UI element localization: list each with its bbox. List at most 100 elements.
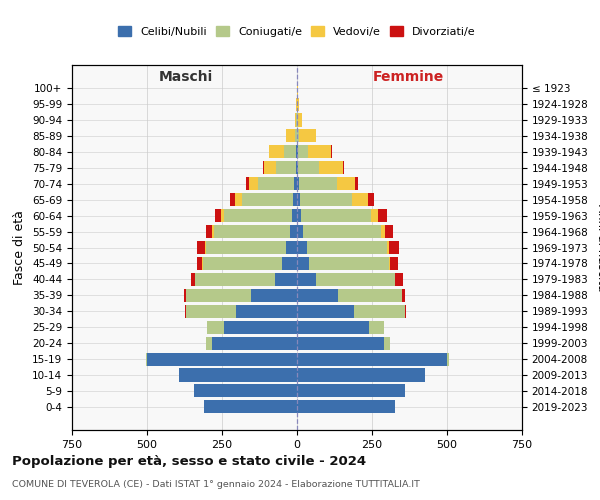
Bar bbox=[368, 193, 373, 206]
Bar bbox=[223, 320, 297, 334]
Bar bbox=[264, 162, 276, 174]
Bar bbox=[447, 352, 449, 366]
Bar bbox=[297, 368, 425, 382]
Bar bbox=[146, 352, 147, 366]
Bar bbox=[297, 336, 384, 349]
Bar bbox=[293, 193, 297, 206]
Bar bbox=[212, 225, 214, 238]
Bar bbox=[405, 304, 406, 318]
Bar bbox=[296, 98, 297, 110]
Bar bbox=[297, 257, 309, 270]
Bar bbox=[197, 241, 205, 254]
Bar bbox=[389, 241, 399, 254]
Bar bbox=[389, 257, 390, 270]
Bar bbox=[205, 336, 212, 349]
Bar bbox=[378, 209, 387, 222]
Bar bbox=[297, 384, 405, 398]
Bar bbox=[300, 193, 352, 206]
Bar bbox=[402, 289, 405, 302]
Bar bbox=[242, 193, 293, 206]
Bar bbox=[385, 225, 393, 238]
Legend: Celibi/Nubili, Coniugati/e, Vedovi/e, Divorziati/e: Celibi/Nubili, Coniugati/e, Vedovi/e, Di… bbox=[115, 23, 479, 40]
Bar bbox=[284, 146, 296, 158]
Y-axis label: Anni di nascita: Anni di nascita bbox=[595, 204, 600, 291]
Bar bbox=[297, 177, 299, 190]
Bar bbox=[343, 162, 344, 174]
Bar bbox=[207, 320, 223, 334]
Bar bbox=[294, 177, 297, 190]
Bar bbox=[297, 82, 298, 94]
Bar bbox=[297, 289, 337, 302]
Bar bbox=[290, 225, 297, 238]
Bar bbox=[203, 257, 282, 270]
Bar bbox=[230, 193, 235, 206]
Bar bbox=[204, 400, 297, 413]
Bar bbox=[297, 273, 316, 286]
Bar bbox=[221, 209, 224, 222]
Bar bbox=[371, 209, 378, 222]
Text: Popolazione per età, sesso e stato civile - 2024: Popolazione per età, sesso e stato civil… bbox=[12, 455, 366, 468]
Bar bbox=[193, 384, 297, 398]
Bar bbox=[299, 177, 337, 190]
Bar bbox=[297, 320, 369, 334]
Bar bbox=[297, 209, 301, 222]
Bar bbox=[212, 336, 297, 349]
Bar bbox=[185, 304, 186, 318]
Bar bbox=[395, 273, 403, 286]
Bar bbox=[387, 241, 389, 254]
Bar bbox=[316, 273, 395, 286]
Bar bbox=[352, 193, 368, 206]
Bar bbox=[337, 289, 402, 302]
Bar bbox=[202, 257, 203, 270]
Bar bbox=[206, 225, 212, 238]
Bar bbox=[275, 273, 297, 286]
Bar bbox=[297, 146, 298, 158]
Bar bbox=[249, 177, 258, 190]
Bar bbox=[354, 304, 405, 318]
Bar bbox=[384, 336, 390, 349]
Bar bbox=[251, 289, 297, 302]
Bar bbox=[298, 114, 302, 126]
Bar bbox=[295, 130, 297, 142]
Bar bbox=[297, 304, 354, 318]
Bar bbox=[369, 320, 384, 334]
Bar bbox=[186, 289, 251, 302]
Bar bbox=[282, 257, 297, 270]
Bar bbox=[235, 193, 242, 206]
Bar bbox=[297, 241, 307, 254]
Bar bbox=[297, 114, 298, 126]
Bar bbox=[299, 130, 316, 142]
Bar bbox=[276, 162, 296, 174]
Bar bbox=[381, 225, 385, 238]
Bar bbox=[184, 289, 186, 302]
Bar bbox=[391, 257, 398, 270]
Bar bbox=[296, 146, 297, 158]
Bar bbox=[147, 352, 297, 366]
Bar bbox=[215, 209, 221, 222]
Bar bbox=[186, 304, 235, 318]
Bar bbox=[286, 241, 297, 254]
Bar bbox=[214, 225, 290, 238]
Bar bbox=[298, 162, 319, 174]
Bar bbox=[309, 257, 389, 270]
Bar bbox=[295, 114, 296, 126]
Bar bbox=[269, 146, 284, 158]
Bar bbox=[224, 209, 292, 222]
Bar bbox=[235, 304, 297, 318]
Bar bbox=[246, 177, 249, 190]
Bar bbox=[205, 241, 206, 254]
Text: Maschi: Maschi bbox=[159, 70, 213, 84]
Bar bbox=[297, 130, 299, 142]
Bar bbox=[308, 146, 331, 158]
Bar bbox=[206, 241, 286, 254]
Bar bbox=[297, 400, 395, 413]
Bar bbox=[297, 162, 298, 174]
Bar bbox=[296, 162, 297, 174]
Bar bbox=[297, 225, 303, 238]
Bar bbox=[191, 273, 195, 286]
Bar bbox=[297, 193, 300, 206]
Bar bbox=[258, 177, 294, 190]
Bar bbox=[292, 209, 297, 222]
Bar bbox=[303, 225, 381, 238]
Bar bbox=[197, 257, 202, 270]
